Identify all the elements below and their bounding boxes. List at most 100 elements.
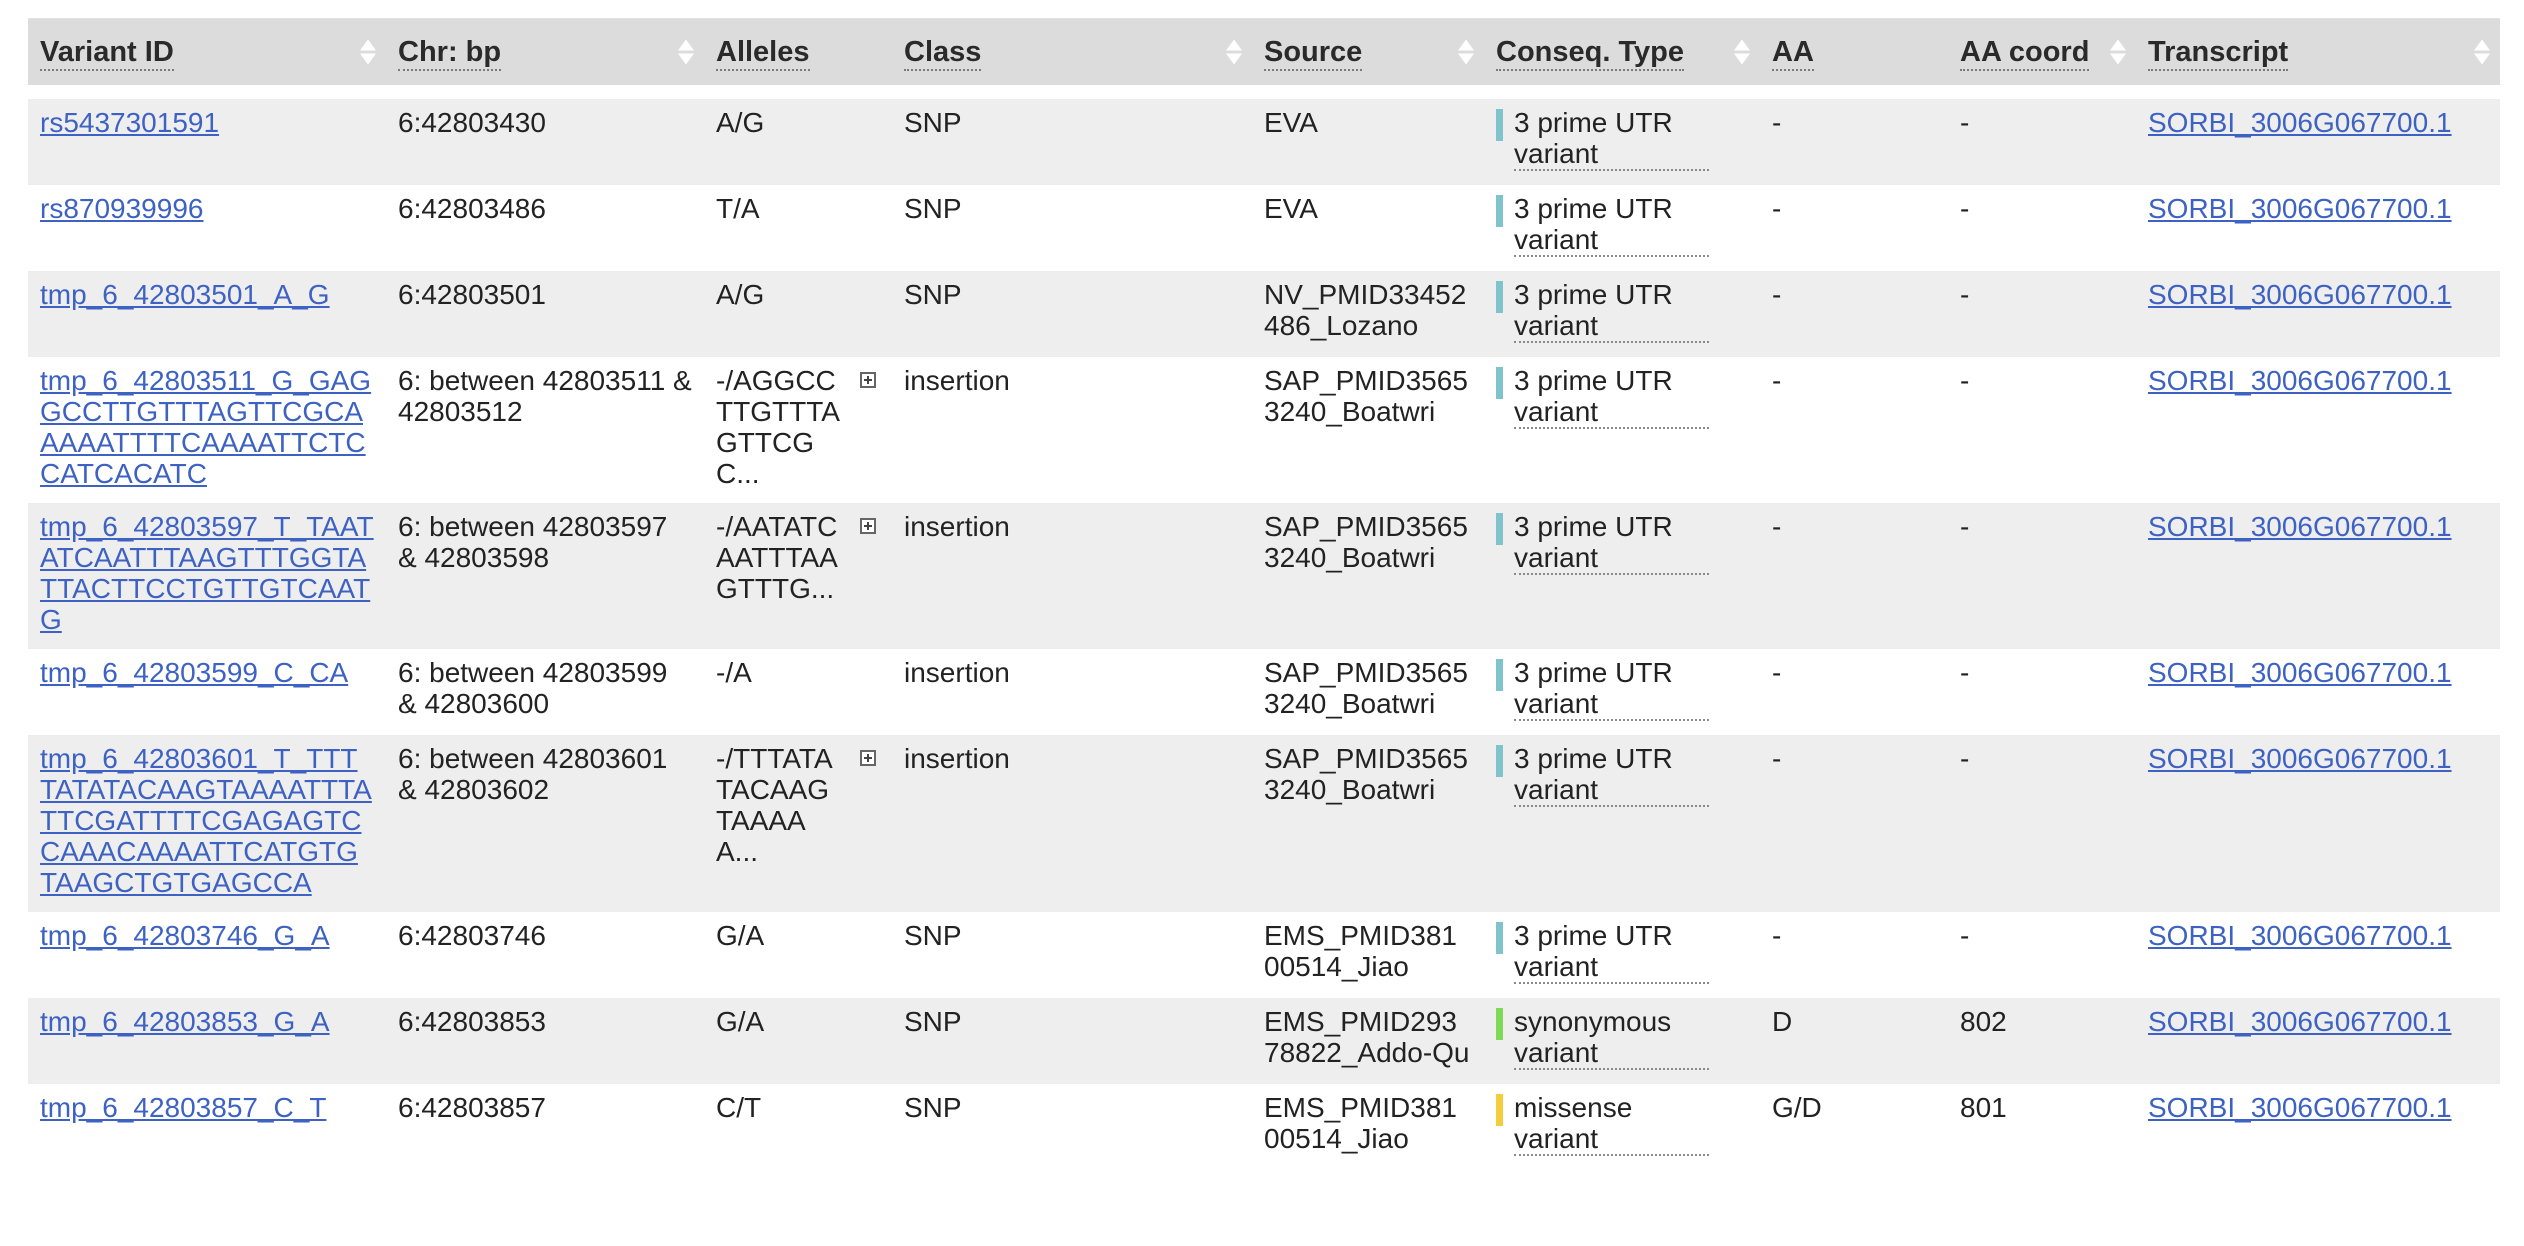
column-header-aa-coord[interactable]: AA coord <box>1948 19 2136 85</box>
sort-arrows-icon[interactable] <box>678 39 694 65</box>
transcript-link[interactable]: SORBI_3006G067700.1 <box>2148 511 2452 542</box>
chr-bp-cell: 6: between 42803599 & 42803600 <box>398 657 668 719</box>
alleles-wrap: G/A <box>716 1006 880 1037</box>
alleles-wrap: A/G <box>716 279 880 310</box>
variant-id-cell: tmp_6_42803501_A_G <box>28 271 386 357</box>
consequence-wrap: 3 prime UTR variant <box>1496 657 1748 721</box>
chr-bp-cell: 6:42803857 <box>398 1092 546 1123</box>
consequence-cell: 3 prime UTR variant <box>1484 99 1760 185</box>
alleles-value: C/T <box>716 1092 762 1123</box>
transcript-link[interactable]: SORBI_3006G067700.1 <box>2148 1092 2452 1123</box>
source-cell: SAP_PMID35653240_Boatwri <box>1264 743 1468 805</box>
consequence-cell: 3 prime UTR variant <box>1484 357 1760 503</box>
variant-id-link[interactable]: tmp_6_42803599_C_CA <box>40 657 349 688</box>
expand-plus-icon[interactable] <box>860 372 876 388</box>
variant-id-link[interactable]: tmp_6_42803511_G_GAGGCCTTGTTTAGTTCGCAAAA… <box>40 365 372 489</box>
sort-arrows-icon[interactable] <box>2110 39 2126 65</box>
column-header-transcript[interactable]: Transcript <box>2136 19 2500 85</box>
consequence-wrap: 3 prime UTR variant <box>1496 743 1748 807</box>
column-header-label: Variant ID <box>40 35 174 71</box>
sort-arrows-icon[interactable] <box>1734 39 1750 65</box>
variant-id-cell: rs870939996 <box>28 185 386 271</box>
source-cell: SAP_PMID35653240_Boatwri <box>1264 365 1468 427</box>
column-header-variant-id[interactable]: Variant ID <box>28 19 386 85</box>
transcript-link[interactable]: SORBI_3006G067700.1 <box>2148 657 2452 688</box>
source-cell: EMS_PMID29378822_Addo-Qu <box>1264 1006 1470 1068</box>
transcript-link[interactable]: SORBI_3006G067700.1 <box>2148 920 2452 951</box>
alleles-cell: G/A <box>704 912 892 998</box>
column-header-label: Class <box>904 35 982 71</box>
variant-id-link[interactable]: tmp_6_42803601_T_TTTTATATACAAGTAAAATTTAT… <box>40 743 372 898</box>
header-spacer <box>28 85 2500 99</box>
transcript-cell: SORBI_3006G067700.1 <box>2136 271 2500 357</box>
consequence-wrap: 3 prime UTR variant <box>1496 365 1748 429</box>
source-cell: EMS_PMID38100514_Jiao <box>1264 920 1457 982</box>
consequence-cell: 3 prime UTR variant <box>1484 271 1760 357</box>
transcript-cell: SORBI_3006G067700.1 <box>2136 357 2500 503</box>
consequence-color-bar <box>1496 1094 1503 1126</box>
consequence-type: 3 prime UTR variant <box>1514 657 1709 721</box>
alleles-cell: A/G <box>704 271 892 357</box>
expand-plus-icon[interactable] <box>860 750 876 766</box>
consequence-type: 3 prime UTR variant <box>1514 107 1709 171</box>
transcript-cell: SORBI_3006G067700.1 <box>2136 998 2500 1084</box>
transcript-link[interactable]: SORBI_3006G067700.1 <box>2148 193 2452 224</box>
table-body: rs5437301591 6:42803430 A/G SNP EVA 3 prime U… <box>28 85 2500 1170</box>
transcript-cell: SORBI_3006G067700.1 <box>2136 503 2500 649</box>
alleles-cell: T/A <box>704 185 892 271</box>
variant-id-cell: tmp_6_42803857_C_T <box>28 1084 386 1170</box>
chr-bp-cell: 6:42803501 <box>398 279 546 310</box>
chr-bp-cell: 6:42803486 <box>398 193 546 224</box>
table-row: tmp_6_42803857_C_T 6:42803857 C/T SNP EMS_PM… <box>28 1084 2500 1170</box>
transcript-link[interactable]: SORBI_3006G067700.1 <box>2148 743 2452 774</box>
sort-arrows-icon[interactable] <box>1226 39 1242 65</box>
alleles-cell: C/T <box>704 1084 892 1170</box>
class-cell: SNP <box>904 107 962 138</box>
aa-cell: - <box>1772 511 1782 542</box>
variant-id-link[interactable]: tmp_6_42803853_G_A <box>40 1006 330 1037</box>
aa-coord-cell: - <box>1960 193 1970 224</box>
column-header-class[interactable]: Class <box>892 19 1252 85</box>
alleles-value: -/AATATCAATTTAAGTTTG... <box>716 511 838 604</box>
transcript-cell: SORBI_3006G067700.1 <box>2136 912 2500 998</box>
column-header-source[interactable]: Source <box>1252 19 1484 85</box>
variant-id-link[interactable]: tmp_6_42803857_C_T <box>40 1092 327 1123</box>
consequence-color-bar <box>1496 195 1503 227</box>
consequence-cell: 3 prime UTR variant <box>1484 735 1760 912</box>
transcript-cell: SORBI_3006G067700.1 <box>2136 649 2500 735</box>
table-header-row: Variant ID Chr: bp Alleles Class Source Conse… <box>28 19 2500 85</box>
aa-coord-cell: 801 <box>1960 1092 2007 1123</box>
column-header-conseq-type[interactable]: Conseq. Type <box>1484 19 1760 85</box>
variant-id-cell: rs5437301591 <box>28 99 386 185</box>
consequence-type: 3 prime UTR variant <box>1514 920 1709 984</box>
source-cell: EVA <box>1264 107 1318 138</box>
column-header-chr-bp[interactable]: Chr: bp <box>386 19 704 85</box>
class-cell: SNP <box>904 193 962 224</box>
transcript-link[interactable]: SORBI_3006G067700.1 <box>2148 279 2452 310</box>
consequence-color-bar <box>1496 513 1503 545</box>
consequence-cell: 3 prime UTR variant <box>1484 912 1760 998</box>
variant-id-link[interactable]: rs5437301591 <box>40 107 220 138</box>
alleles-wrap: C/T <box>716 1092 880 1123</box>
expand-plus-icon[interactable] <box>860 518 876 534</box>
aa-coord-cell: - <box>1960 365 1970 396</box>
consequence-color-bar <box>1496 659 1503 691</box>
sort-arrows-icon[interactable] <box>1458 39 1474 65</box>
class-cell: SNP <box>904 920 962 951</box>
column-header-label: Chr: bp <box>398 35 502 71</box>
transcript-link[interactable]: SORBI_3006G067700.1 <box>2148 365 2452 396</box>
transcript-cell: SORBI_3006G067700.1 <box>2136 185 2500 271</box>
consequence-wrap: synonymous variant <box>1496 1006 1748 1070</box>
variant-id-link[interactable]: tmp_6_42803501_A_G <box>40 279 330 310</box>
sort-arrows-icon[interactable] <box>360 39 376 65</box>
consequence-wrap: 3 prime UTR variant <box>1496 193 1748 257</box>
transcript-cell: SORBI_3006G067700.1 <box>2136 1084 2500 1170</box>
variant-id-link[interactable]: tmp_6_42803746_G_A <box>40 920 330 951</box>
variant-id-link[interactable]: tmp_6_42803597_T_TAATATCAATTTAAGTTTGGTAT… <box>40 511 374 635</box>
alleles-wrap: -/TTTATATACAAGTAAAAA... <box>716 743 880 867</box>
sort-arrows-icon[interactable] <box>2474 39 2490 65</box>
variant-id-link[interactable]: rs870939996 <box>40 193 204 224</box>
transcript-link[interactable]: SORBI_3006G067700.1 <box>2148 107 2452 138</box>
consequence-type: 3 prime UTR variant <box>1514 365 1709 429</box>
transcript-link[interactable]: SORBI_3006G067700.1 <box>2148 1006 2452 1037</box>
